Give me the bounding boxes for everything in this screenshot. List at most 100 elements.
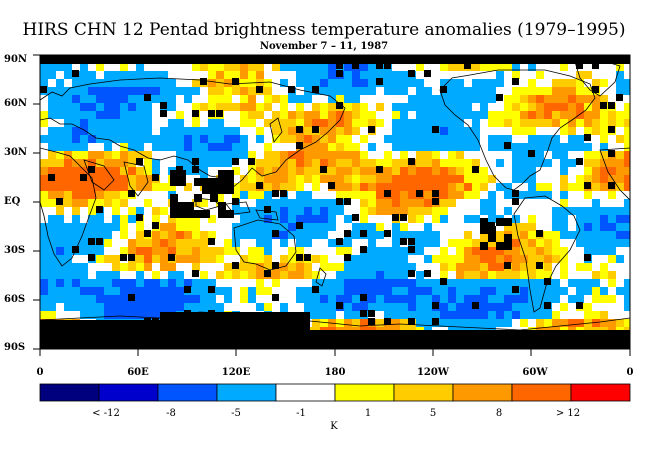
anomaly-cell: [64, 295, 72, 303]
anomaly-cell: [128, 215, 136, 223]
anomaly-cell: [600, 311, 608, 319]
coastlines: [40, 59, 630, 331]
anomaly-cell: [344, 71, 352, 79]
anomaly-cell: [168, 135, 176, 143]
anomaly-cell: [328, 151, 336, 159]
anomaly-cell: [512, 159, 520, 167]
missing-data-block: [400, 238, 407, 245]
anomaly-cell: [88, 71, 96, 79]
anomaly-cell: [448, 303, 456, 311]
missing-data-block: [336, 302, 343, 309]
anomaly-cell: [560, 159, 568, 167]
missing-data-block: [144, 318, 151, 325]
anomaly-cell: [480, 183, 488, 191]
anomaly-cell: [616, 287, 624, 295]
anomaly-cell: [352, 103, 360, 111]
anomaly-cell: [544, 87, 552, 95]
anomaly-cell: [280, 135, 288, 143]
missing-data-block: [584, 254, 591, 261]
missing-data-block: [136, 158, 143, 165]
anomaly-cell: [480, 207, 488, 215]
anomaly-cell: [208, 255, 216, 263]
anomaly-cell: [520, 255, 528, 263]
anomaly-cell: [256, 167, 264, 175]
anomaly-cell: [376, 271, 384, 279]
anomaly-cell: [368, 119, 376, 127]
anomaly-cell: [560, 127, 568, 135]
anomaly-cell: [216, 151, 224, 159]
anomaly-cell: [48, 303, 56, 311]
anomaly-cell: [112, 183, 120, 191]
anomaly-cell: [72, 135, 80, 143]
anomaly-cell: [200, 63, 208, 71]
anomaly-cell: [224, 87, 232, 95]
anomaly-cell: [480, 271, 488, 279]
anomaly-cell: [304, 71, 312, 79]
anomaly-cell: [464, 263, 472, 271]
anomaly-cell: [544, 135, 552, 143]
anomaly-cell: [624, 303, 630, 311]
anomaly-cell: [72, 103, 80, 111]
lat-label-90s: 90S: [4, 342, 26, 353]
anomaly-cell: [240, 271, 248, 279]
anomaly-cell: [152, 87, 160, 95]
anomaly-cell: [88, 247, 96, 255]
anomaly-cell: [112, 119, 120, 127]
lat-label-90n: 90N: [4, 54, 28, 65]
anomaly-cell: [192, 135, 200, 143]
anomaly-cell: [208, 119, 216, 127]
anomaly-cell: [64, 255, 72, 263]
anomaly-cell: [112, 167, 120, 175]
anomaly-cell: [536, 119, 544, 127]
anomaly-cell: [440, 247, 448, 255]
missing-data-block: [304, 254, 311, 261]
anomaly-cell: [512, 127, 520, 135]
anomaly-cell: [88, 191, 96, 199]
anomaly-cell: [176, 87, 184, 95]
anomaly-cell: [72, 87, 80, 95]
anomaly-cell: [536, 311, 544, 319]
anomaly-cell: [616, 87, 624, 95]
anomaly-cell: [600, 287, 608, 295]
anomaly-cell: [104, 79, 112, 87]
anomaly-cell: [104, 119, 112, 127]
anomaly-cell: [528, 223, 536, 231]
anomaly-cell: [288, 215, 296, 223]
anomaly-cell: [272, 215, 280, 223]
anomaly-cell: [360, 199, 368, 207]
anomaly-cell: [464, 279, 472, 287]
anomaly-cell: [64, 231, 72, 239]
anomaly-cell: [552, 311, 560, 319]
anomaly-cell: [560, 231, 568, 239]
lat-label-eq: EQ: [4, 196, 21, 207]
anomaly-cell: [384, 303, 392, 311]
missing-data-block: [210, 178, 218, 186]
anomaly-cell: [464, 135, 472, 143]
anomaly-cell: [176, 271, 184, 279]
anomaly-cell: [96, 311, 104, 319]
anomaly-cell: [64, 87, 72, 95]
anomaly-cell: [264, 175, 272, 183]
anomaly-cell: [504, 223, 512, 231]
anomaly-cell: [248, 295, 256, 303]
anomaly-cell: [272, 223, 280, 231]
anomaly-cell: [584, 215, 592, 223]
anomaly-cell: [464, 215, 472, 223]
anomaly-cell: [560, 183, 568, 191]
anomaly-cell: [512, 143, 520, 151]
anomaly-cell: [576, 175, 584, 183]
colorbar-label: -5: [231, 408, 241, 419]
colorbar-swatch: [157, 383, 218, 402]
anomaly-cell: [296, 135, 304, 143]
anomaly-cell: [600, 239, 608, 247]
anomaly-cell: [296, 175, 304, 183]
anomaly-cell: [568, 95, 576, 103]
anomaly-cell: [320, 111, 328, 119]
anomaly-cell: [72, 271, 80, 279]
colorbar-swatch: [452, 383, 513, 402]
anomaly-cell: [208, 95, 216, 103]
anomaly-cell: [488, 295, 496, 303]
anomaly-cell: [328, 103, 336, 111]
anomaly-cell: [96, 255, 104, 263]
anomaly-cell: [392, 287, 400, 295]
